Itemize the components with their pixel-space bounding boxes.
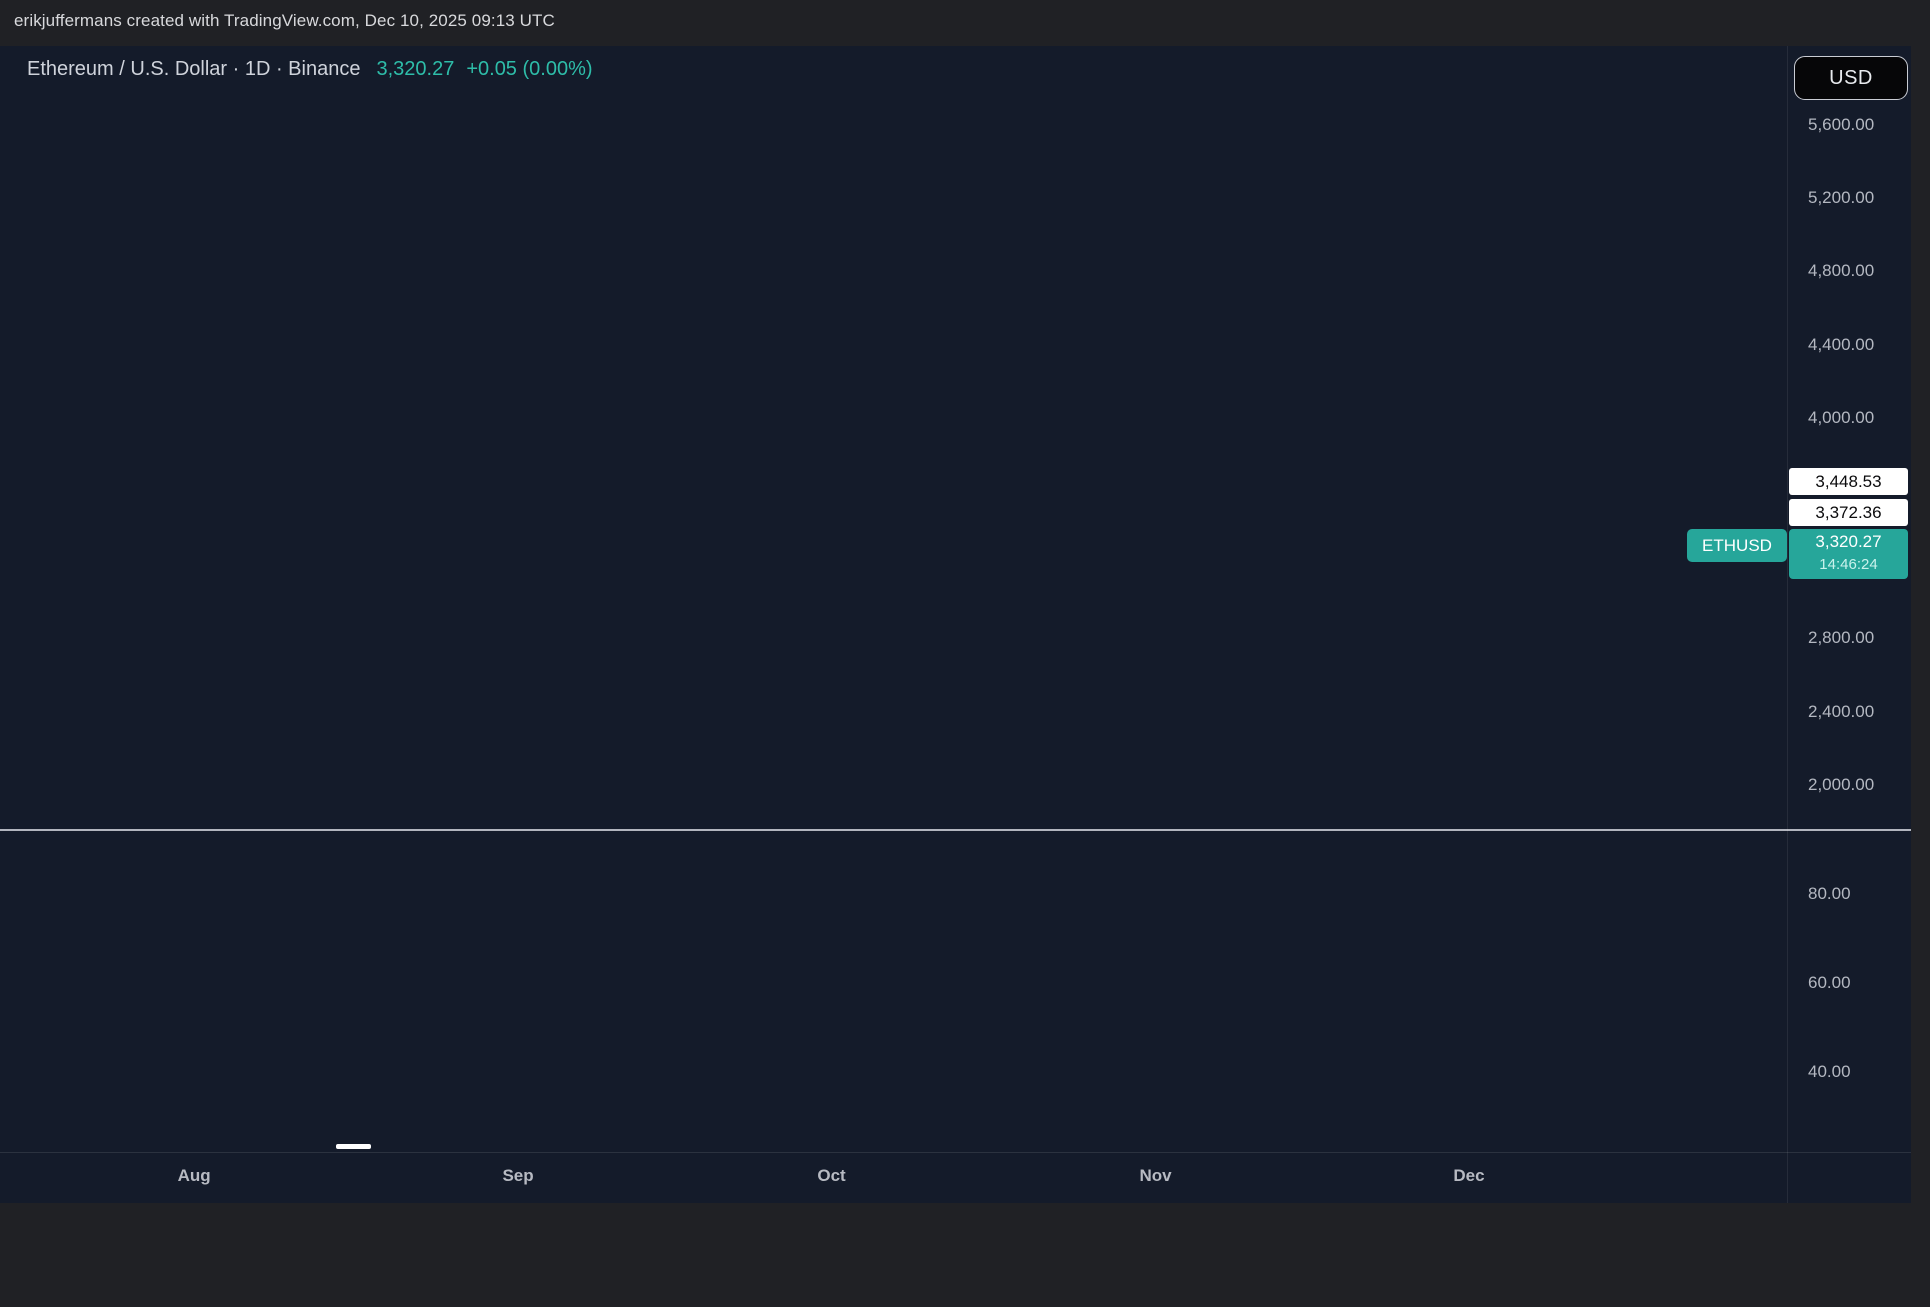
right-gutter: [1911, 46, 1930, 1203]
price-axis-label: 2,400.00: [1808, 701, 1875, 721]
currency-toggle-label: USD: [1829, 66, 1873, 89]
rsi-axis-label: 40.00: [1808, 1061, 1851, 1081]
price-axis-label: 2,000.00: [1808, 775, 1875, 795]
time-axis-label: Oct: [817, 1166, 846, 1185]
attribution-text: erikjuffermans created with TradingView.…: [14, 11, 555, 30]
last-price-text: 3,320.27: [376, 58, 455, 80]
bar-countdown: 14:46:24: [1819, 556, 1878, 573]
price-axis-label: 5,200.00: [1808, 188, 1875, 208]
price-axis-label: 2,800.00: [1808, 628, 1875, 648]
time-axis-label: Sep: [502, 1166, 534, 1185]
header-bar: erikjuffermans created with TradingView.…: [0, 0, 1930, 46]
time-axis-label: Dec: [1453, 1166, 1485, 1185]
price-axis-label: 4,800.00: [1808, 261, 1875, 281]
price-change-text: +0.05 (0.00%): [466, 58, 593, 80]
rsi-axis-label: 80.00: [1808, 883, 1851, 903]
symbol-legend[interactable]: Ethereum / U.S. Dollar · 1D · Binance 3,3…: [27, 58, 593, 81]
price-tag-mid: 3,372.36: [1789, 499, 1908, 526]
pane-divider[interactable]: [0, 829, 1911, 831]
rsi-axis-label: 60.00: [1808, 972, 1851, 992]
current-price-tag: 3,320.27 14:46:24: [1789, 529, 1908, 579]
time-axis-label: Nov: [1139, 1166, 1172, 1185]
price-axis-label: 4,000.00: [1808, 408, 1875, 428]
axis-border: [1787, 46, 1788, 1203]
time-axis-label: Aug: [177, 1166, 211, 1185]
price-tag-high: 3,448.53: [1789, 468, 1908, 495]
symbol-price-line-badge: ETHUSD: [1687, 529, 1787, 562]
time-axis[interactable]: [0, 1152, 1911, 1204]
chart-plot-area[interactable]: [0, 46, 1911, 1203]
price-axis-label: 4,400.00: [1808, 334, 1875, 354]
currency-toggle-button[interactable]: USD: [1794, 56, 1908, 100]
symbol-title: Ethereum / U.S. Dollar · 1D · Binance: [27, 58, 361, 80]
rsi-drawing-handle[interactable]: [336, 1144, 371, 1149]
price-axis-label: 5,600.00: [1808, 114, 1875, 134]
footer-bar: TradingView: [0, 1203, 1930, 1307]
current-price-value: 3,320.27: [1815, 532, 1882, 551]
